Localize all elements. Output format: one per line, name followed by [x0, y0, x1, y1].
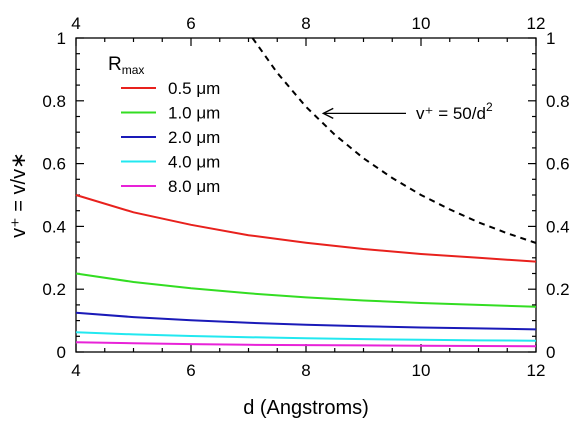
right-y-tick-label: 1 [546, 29, 555, 48]
series-line-1 [75, 194, 537, 263]
x-tick-label: 6 [186, 361, 195, 380]
series-line-3 [75, 311, 537, 331]
legend-label-4: 4.0 μm [168, 153, 220, 172]
top-x-tick-label: 12 [527, 14, 546, 33]
bottom-x-tick-labels: 4 6 8 10 12 [71, 361, 545, 380]
y-tick-label: 0.8 [42, 92, 66, 111]
right-y-tick-labels: 0 0.2 0.4 0.6 0.8 1 [546, 29, 570, 362]
right-y-tick-label: 0.8 [546, 92, 570, 111]
top-x-tick-label: 8 [301, 14, 310, 33]
top-x-tick-label: 4 [71, 14, 80, 33]
y-tick-label: 1 [57, 29, 66, 48]
axis-ticks [75, 37, 537, 353]
annotation-text: v⁺ = 50/d2 [416, 100, 493, 123]
top-x-tick-label: 6 [186, 14, 195, 33]
top-x-tick-label: 10 [412, 14, 431, 33]
x-tick-label: 8 [301, 361, 310, 380]
annotation: v⁺ = 50/d2 [321, 100, 493, 123]
x-tick-label: 10 [412, 361, 431, 380]
right-y-tick-label: 0.4 [546, 217, 570, 236]
legend-title-main: R [108, 54, 122, 75]
y-tick-label: 0.4 [42, 217, 66, 236]
legend-label-3: 2.0 μm [168, 128, 220, 147]
series-line-5 [75, 341, 537, 348]
series-lines [75, 194, 537, 348]
legend-label-5: 8.0 μm [168, 177, 220, 196]
legend-label-1: 0.5 μm [168, 79, 220, 98]
y-tick-label: 0.2 [42, 280, 66, 299]
x-tick-label: 4 [71, 361, 80, 380]
annotation-text-sup: 2 [486, 100, 493, 114]
legend-items: 0.5 μm 1.0 μm 2.0 μm 4.0 μm 8.0 μm [121, 79, 220, 196]
y-tick-label: 0 [57, 343, 66, 362]
right-y-tick-label: 0 [546, 343, 555, 362]
legend-title-sub: max [122, 63, 145, 77]
reference-curve [251, 37, 537, 244]
legend-label-2: 1.0 μm [168, 104, 220, 123]
right-y-tick-label: 0.6 [546, 155, 570, 174]
x-axis-label: d (Angstroms) [243, 397, 369, 419]
left-y-tick-labels: 0 0.2 0.4 0.6 0.8 1 [42, 29, 66, 362]
right-y-tick-label: 0.2 [546, 280, 570, 299]
series-line-2 [75, 272, 537, 308]
top-x-tick-labels: 4 6 8 10 12 [71, 14, 545, 33]
annotation-text-main: v⁺ = 50/d [416, 104, 486, 123]
y-tick-label: 0.6 [42, 155, 66, 174]
y-axis-label: v⁺ = v/v∗ [8, 152, 30, 238]
legend: Rmax 0.5 μm 1.0 μm 2.0 μm 4.0 μm 8.0 μm [108, 54, 220, 196]
annotation-arrowhead [321, 107, 334, 119]
legend-title: Rmax [108, 54, 144, 77]
reference-curve-group [251, 37, 537, 244]
series-line-4 [75, 331, 537, 342]
x-tick-label: 12 [527, 361, 546, 380]
